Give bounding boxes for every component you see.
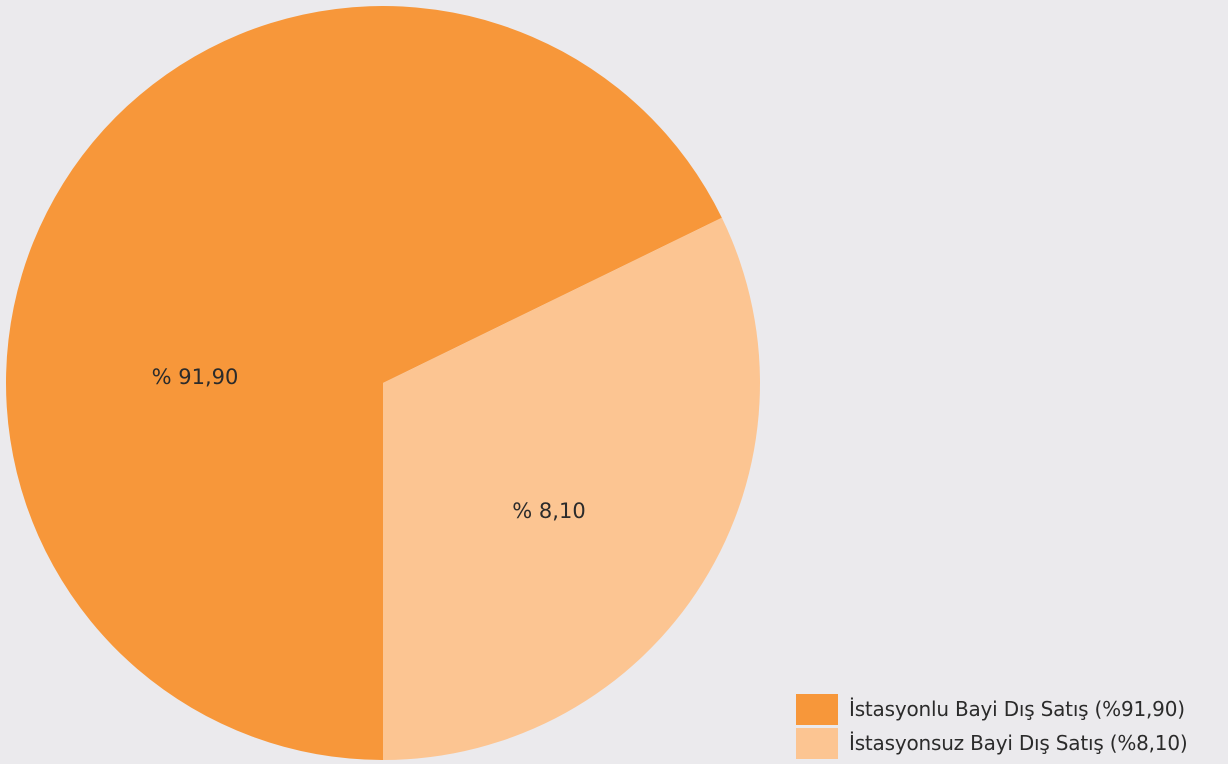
pie-label-istasyonsuz: % 8,10 [512, 499, 585, 523]
legend-item-istasyonsuz: İstasyonsuz Bayi Dış Satış (%8,10) [796, 726, 1188, 760]
legend-item-istasyonlu: İstasyonlu Bayi Dış Satış (%91,90) [796, 692, 1187, 726]
pie-slices [5, 6, 760, 761]
legend-swatch-istasyonsuz [796, 727, 838, 759]
legend-swatch-istasyonlu [796, 693, 838, 725]
pie-label-istasyonlu: % 91,90 [152, 365, 239, 389]
legend-label-istasyonlu: İstasyonlu Bayi Dış Satış (%91,90) [849, 697, 1185, 721]
pie-slice-istasyonsuz [383, 217, 760, 761]
pie-slice-labels: % 91,90 % 8,10 [152, 365, 586, 523]
pie-slice-istasyonlu [5, 6, 722, 761]
legend-label-istasyonsuz: İstasyonsuz Bayi Dış Satış (%8,10) [849, 731, 1188, 755]
chart-legend: İstasyonlu Bayi Dış Satış (%91,90) İstas… [796, 692, 1188, 760]
